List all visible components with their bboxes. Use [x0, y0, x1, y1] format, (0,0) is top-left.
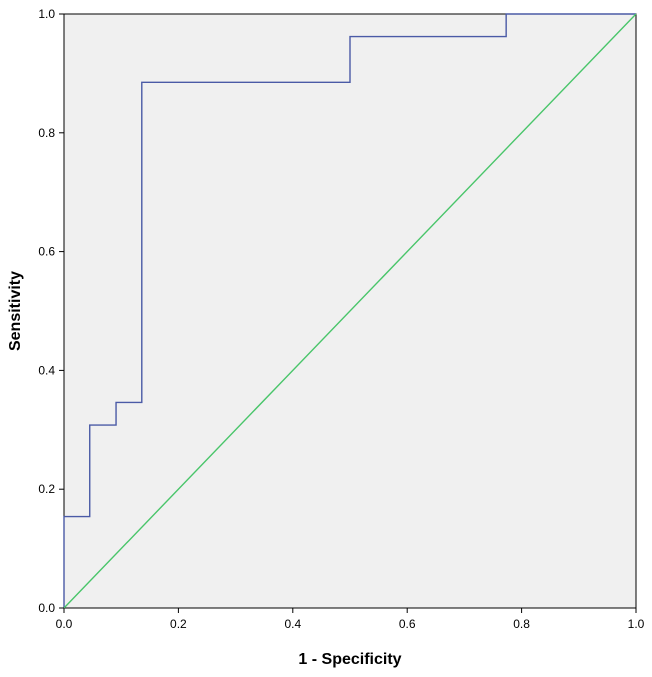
y-tick-label: 0.2	[38, 482, 55, 496]
reference-diagonal-line	[63, 13, 637, 609]
x-tick-label: 1.0	[628, 617, 645, 631]
y-tick-label: 0.0	[38, 601, 55, 615]
x-tick-label: 0.4	[284, 617, 301, 631]
x-tick-label: 0.6	[399, 617, 416, 631]
y-tick-label: 1.0	[38, 7, 55, 21]
x-tick-label: 0.0	[56, 617, 73, 631]
series-layer	[63, 13, 637, 609]
y-axis-ticks: 0.0 0.2 0.4 0.6 0.8 1.0	[38, 7, 64, 615]
roc-curve-line	[63, 13, 636, 608]
y-tick-label: 0.4	[38, 363, 55, 377]
x-tick-label: 0.2	[170, 617, 187, 631]
y-axis-title: Sensitivity	[7, 271, 24, 351]
x-axis-title: 1 - Specificity	[298, 651, 401, 668]
x-axis-ticks: 0.0 0.2 0.4 0.6 0.8 1.0	[56, 608, 645, 631]
y-tick-label: 0.6	[38, 245, 55, 259]
x-tick-label: 0.8	[513, 617, 530, 631]
y-tick-label: 0.8	[38, 126, 55, 140]
